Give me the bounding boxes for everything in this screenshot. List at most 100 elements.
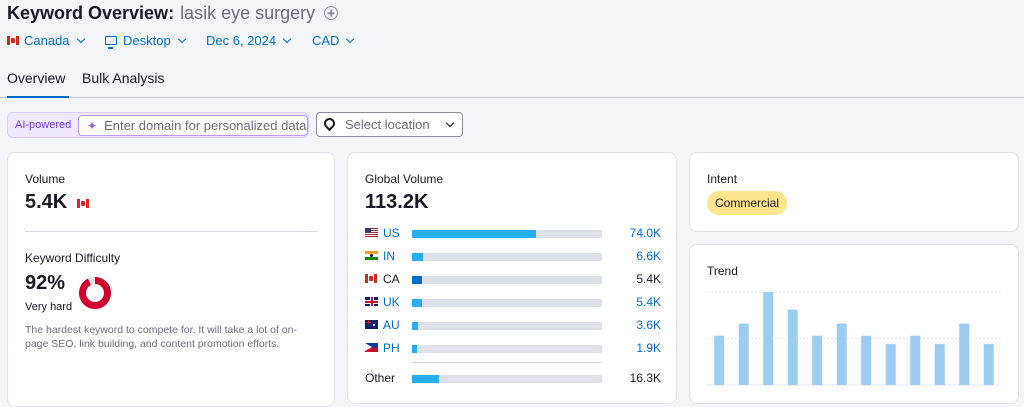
us-flag-icon	[365, 228, 378, 237]
volume-label: Volume	[25, 172, 66, 186]
global-volume-card: Global Volume 113.2K US 74.0K IN 6.6K CA 5.4K…	[347, 152, 677, 404]
trend-bar[interactable]	[763, 292, 774, 385]
country-code[interactable]: PH	[383, 341, 400, 355]
trend-chart	[707, 291, 1001, 386]
currency-dropdown[interactable]: CAD	[312, 33, 355, 48]
other-label: Other	[365, 371, 396, 385]
country-volume[interactable]: 5.4K	[636, 295, 661, 309]
trend-bar[interactable]	[910, 335, 921, 385]
trend-bar[interactable]	[983, 344, 994, 385]
domain-input-placeholder: Enter domain for personalized data	[104, 118, 307, 133]
ph-flag-icon	[365, 343, 378, 352]
trend-bar[interactable]	[714, 335, 725, 385]
trend-bar[interactable]	[861, 335, 872, 385]
country-bar-track	[412, 253, 602, 261]
country-label: Canada	[24, 33, 70, 48]
date-dropdown[interactable]: Dec 6, 2024	[206, 33, 292, 48]
uk-flag-icon	[365, 297, 378, 306]
other-row: Other 16.3K	[365, 371, 661, 385]
country-volume[interactable]: 1.9K	[636, 341, 661, 355]
add-keyword-icon[interactable]	[324, 6, 339, 20]
chevron-down-icon	[282, 34, 292, 43]
trend-bar[interactable]	[934, 344, 945, 385]
trend-bar[interactable]	[885, 344, 896, 385]
ai-powered-box: AI-powered ✦ Enter domain for personaliz…	[7, 112, 309, 138]
country-bar-track	[412, 322, 602, 330]
desktop-icon	[105, 36, 117, 49]
other-bar-fill	[412, 375, 439, 383]
trend-bar[interactable]	[787, 309, 798, 385]
canada-flag-icon	[7, 36, 19, 45]
chevron-down-icon	[177, 34, 186, 43]
domain-input[interactable]: ✦ Enter domain for personalized data	[78, 115, 308, 136]
country-row-us: US 74.0K	[365, 226, 661, 240]
chevron-down-icon	[346, 34, 355, 43]
location-placeholder: Select location	[345, 117, 430, 132]
kd-description-line1: The hardest keyword to compete for. It w…	[25, 324, 297, 336]
page-header: Keyword Overview: lasik eye surgery Cana…	[0, 0, 1024, 98]
divider	[412, 362, 602, 363]
country-bar-fill	[412, 322, 418, 330]
intent-card: Intent Commercial	[689, 152, 1019, 232]
trend-bar[interactable]	[812, 335, 823, 385]
country-bar-fill	[412, 253, 424, 261]
date-label: Dec 6, 2024	[206, 33, 277, 48]
country-bar-track	[412, 276, 602, 284]
device-dropdown[interactable]: Desktop	[105, 33, 186, 49]
country-volume[interactable]: 6.6K	[636, 249, 661, 263]
country-code[interactable]: US	[383, 226, 400, 240]
au-flag-icon	[365, 320, 378, 329]
currency-label: CAD	[312, 33, 340, 48]
ca-flag-icon	[365, 274, 377, 283]
chevron-down-icon	[76, 34, 85, 43]
country-volume: 5.4K	[636, 272, 661, 286]
chevron-down-icon	[445, 118, 455, 128]
page-title: Keyword Overview:	[7, 3, 175, 23]
country-row-ph: PH 1.9K	[365, 341, 661, 355]
country-volume[interactable]: 3.6K	[636, 318, 661, 332]
location-select[interactable]: Select location	[316, 112, 463, 137]
country-bar-track	[412, 299, 602, 307]
intent-badge: Commercial	[707, 191, 788, 215]
trend-bar[interactable]	[959, 323, 970, 385]
trend-card: Trend	[689, 244, 1019, 404]
divider	[25, 231, 318, 232]
country-row-uk: UK 5.4K	[365, 295, 661, 309]
country-dropdown[interactable]: Canada	[7, 33, 85, 48]
intent-label: Intent	[707, 172, 738, 186]
other-bar-track	[412, 375, 602, 383]
trend-bar[interactable]	[738, 323, 749, 385]
in-flag-icon	[365, 251, 378, 260]
kd-level: Very hard	[25, 301, 73, 313]
sparkle-icon: ✦	[87, 118, 98, 133]
title-row: Keyword Overview: lasik eye surgery	[7, 3, 339, 24]
kd-value: 92%	[25, 272, 66, 294]
country-code[interactable]: UK	[383, 295, 400, 309]
trend-bar[interactable]	[836, 323, 847, 385]
country-volume[interactable]: 74.0K	[629, 226, 661, 240]
tab-bulk-analysis[interactable]: Bulk Analysis	[82, 70, 165, 86]
kd-description-line2: page SEO, link building, and content pro…	[25, 338, 280, 350]
other-value: 16.3K	[629, 371, 661, 385]
kd-label: Keyword Difficulty	[25, 251, 121, 265]
country-row-au: AU 3.6K	[365, 318, 661, 332]
device-label: Desktop	[123, 33, 171, 48]
country-row-in: IN 6.6K	[365, 249, 661, 263]
global-volume-value: 113.2K	[365, 191, 429, 213]
country-bar-fill	[412, 345, 417, 353]
country-code[interactable]: IN	[383, 249, 395, 263]
tab-overview[interactable]: Overview	[7, 70, 69, 98]
keyword-text: lasik eye surgery	[180, 3, 316, 23]
volume-value: 5.4K	[25, 191, 68, 213]
canada-flag-icon	[77, 199, 89, 208]
ai-powered-badge: AI-powered	[15, 119, 72, 131]
country-bar-track	[412, 230, 602, 238]
kd-donut-arc	[79, 277, 111, 309]
volume-card: Volume 5.4K Keyword Difficulty 92% Very …	[7, 152, 335, 407]
country-row-ca: CA 5.4K	[365, 272, 661, 286]
country-bar-fill	[412, 276, 422, 284]
country-bar-fill	[412, 299, 422, 307]
country-bar-track	[412, 345, 602, 353]
country-code[interactable]: AU	[383, 318, 400, 332]
country-code: CA	[383, 272, 400, 286]
